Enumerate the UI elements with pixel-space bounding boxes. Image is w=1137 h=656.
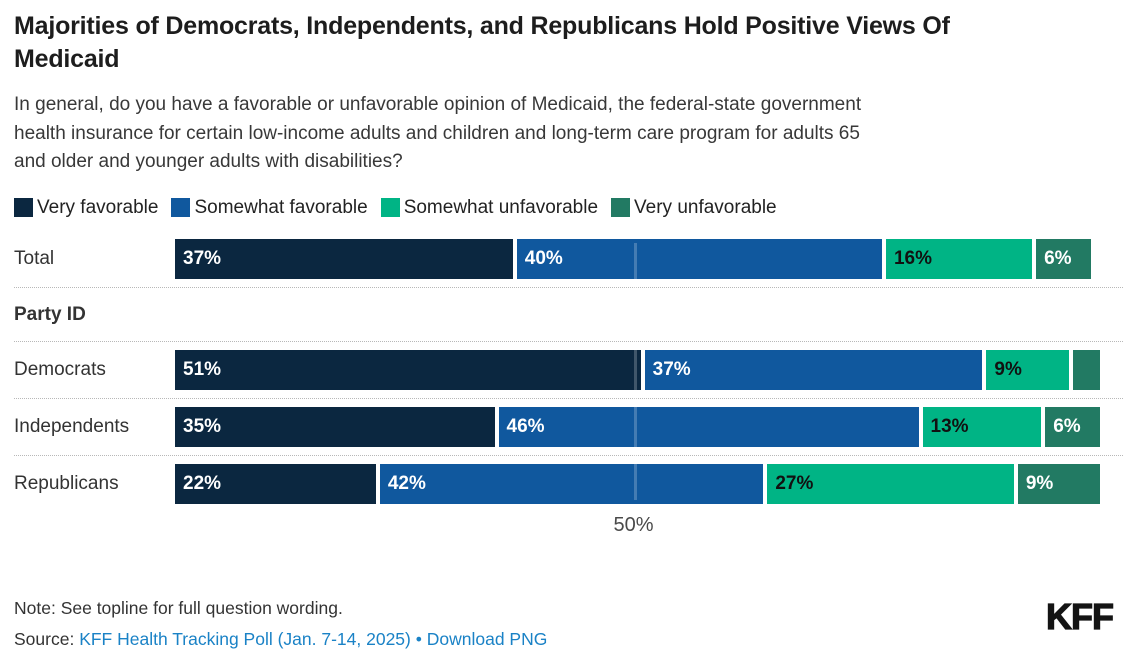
bar-value-label: 35% — [183, 415, 222, 437]
bar-row-republicans: Republicans 22% 42% 27% 9% — [14, 463, 1123, 504]
source-prefix: Source: — [14, 628, 80, 649]
bar-value-label: 13% — [930, 415, 969, 437]
bar-value-label: 42% — [387, 472, 426, 494]
bar-segment-somewhat-unfavorable: 9% — [986, 349, 1069, 390]
source-link[interactable]: KFF Health Tracking Poll (Jan. 7-14, 202… — [79, 628, 411, 649]
bar-segment-somewhat-unfavorable: 16% — [885, 238, 1033, 279]
legend: Very favorable Somewhat favorable Somewhat… — [14, 197, 1123, 219]
stacked-bar-chart: Total 37% 40% 16% 6% Party ID Democrats 51% 37% 9… — [14, 238, 1123, 542]
bar-row-independents: Independents 35% 46% 13% 6% — [14, 406, 1123, 447]
bar-area: 37% 40% 16% 6% — [175, 238, 1091, 279]
row-label: Independents — [14, 415, 130, 437]
row-separator — [14, 340, 1123, 342]
row-label: Republicans — [14, 472, 119, 494]
bar-segment-somewhat-unfavorable: 13% — [922, 406, 1042, 447]
row-separator — [14, 397, 1123, 399]
chart-title: Majorities of Democrats, Independents, a… — [14, 10, 1123, 76]
bar-segment-somewhat-unfavorable: 27% — [767, 463, 1014, 504]
kff-logo: KFF — [1045, 595, 1114, 637]
row-separator — [14, 454, 1123, 456]
chart-subtitle-line-2: health insurance for certain low-income … — [14, 122, 860, 144]
legend-swatch-somewhat-unfavorable — [380, 198, 400, 217]
note-text: Note: See topline for full question word… — [14, 597, 343, 618]
legend-label: Very favorable — [37, 196, 159, 218]
dot-separator: • — [410, 628, 427, 649]
chart-subtitle-line-3: and older and younger adults with disabi… — [14, 151, 403, 172]
bar-segment-very-favorable: 51% — [175, 349, 641, 390]
bar-segment-very-favorable: 37% — [175, 238, 513, 279]
bar-segment-very-favorable: 22% — [175, 463, 376, 504]
bar-value-label: 9% — [994, 358, 1022, 380]
bar-value-label: 51% — [183, 358, 222, 380]
legend-item-very-unfavorable: Very unfavorable — [611, 197, 777, 219]
legend-swatch-very-favorable — [14, 198, 33, 217]
bar-segment-somewhat-favorable: 46% — [498, 406, 919, 447]
legend-label: Somewhat unfavorable — [403, 196, 599, 218]
bar-segment-very-unfavorable: 6% — [1045, 406, 1100, 447]
bar-value-label: 16% — [893, 247, 933, 269]
download-png-link[interactable]: Download PNG — [426, 628, 548, 649]
chart-rows: Total 37% 40% 16% 6% Party ID Democrats 51% 37% 9… — [14, 238, 1123, 504]
legend-item-very-favorable: Very favorable — [14, 197, 158, 219]
bar-value-label: 9% — [1025, 472, 1054, 494]
legend-label: Very unfavorable — [634, 196, 777, 218]
bar-segment-very-unfavorable — [1072, 349, 1100, 390]
x-axis-tick-label: 50% — [613, 513, 654, 536]
bar-value-label: 37% — [183, 247, 222, 269]
bar-area: 51% 37% 9% — [175, 349, 1100, 390]
section-heading: Party ID — [14, 303, 86, 325]
bar-segment-very-favorable: 35% — [175, 406, 495, 447]
bar-value-label: 22% — [183, 472, 222, 494]
bar-segment-somewhat-favorable: 42% — [379, 463, 764, 504]
row-separator — [14, 286, 1123, 288]
source-line: Source: KFF Health Tracking Poll (Jan. 7… — [14, 629, 1123, 650]
chart-subtitle: In general, do you have a favorable or u… — [14, 91, 1123, 177]
chart-subtitle-line-1: In general, do you have a favorable or u… — [14, 94, 862, 115]
chart-title-line-2: Medicaid — [14, 45, 120, 73]
chart-footer: Note: See topline for full question word… — [14, 598, 1123, 650]
bar-segment-very-unfavorable: 9% — [1017, 463, 1100, 504]
bar-value-label: 46% — [506, 415, 545, 437]
bar-value-label: 6% — [1044, 247, 1072, 269]
bar-row-democrats: Democrats 51% 37% 9% — [14, 349, 1123, 390]
bar-segment-somewhat-favorable: 37% — [644, 349, 983, 390]
legend-swatch-somewhat-favorable — [171, 198, 191, 217]
bar-value-label: 40% — [524, 247, 563, 269]
bar-value-label: 6% — [1053, 415, 1081, 437]
chart-title-line-1: Majorities of Democrats, Independents, a… — [14, 12, 950, 40]
legend-label: Somewhat favorable — [194, 196, 368, 218]
bar-segment-very-unfavorable: 6% — [1036, 238, 1091, 279]
legend-swatch-very-unfavorable — [611, 198, 631, 217]
row-label: Total — [14, 247, 55, 269]
legend-item-somewhat-unfavorable: Somewhat unfavorable — [380, 196, 599, 219]
bar-area: 35% 46% 13% 6% — [175, 406, 1100, 447]
bar-segment-somewhat-favorable: 40% — [516, 238, 882, 279]
legend-item-somewhat-favorable: Somewhat favorable — [171, 196, 368, 219]
x-axis: 50% — [14, 512, 1123, 542]
bar-row-total: Total 37% 40% 16% 6% — [14, 238, 1123, 279]
bar-area: 22% 42% 27% 9% — [175, 463, 1100, 504]
bar-value-label: 37% — [652, 358, 691, 380]
row-label: Democrats — [14, 358, 106, 380]
bar-value-label: 27% — [775, 472, 814, 494]
